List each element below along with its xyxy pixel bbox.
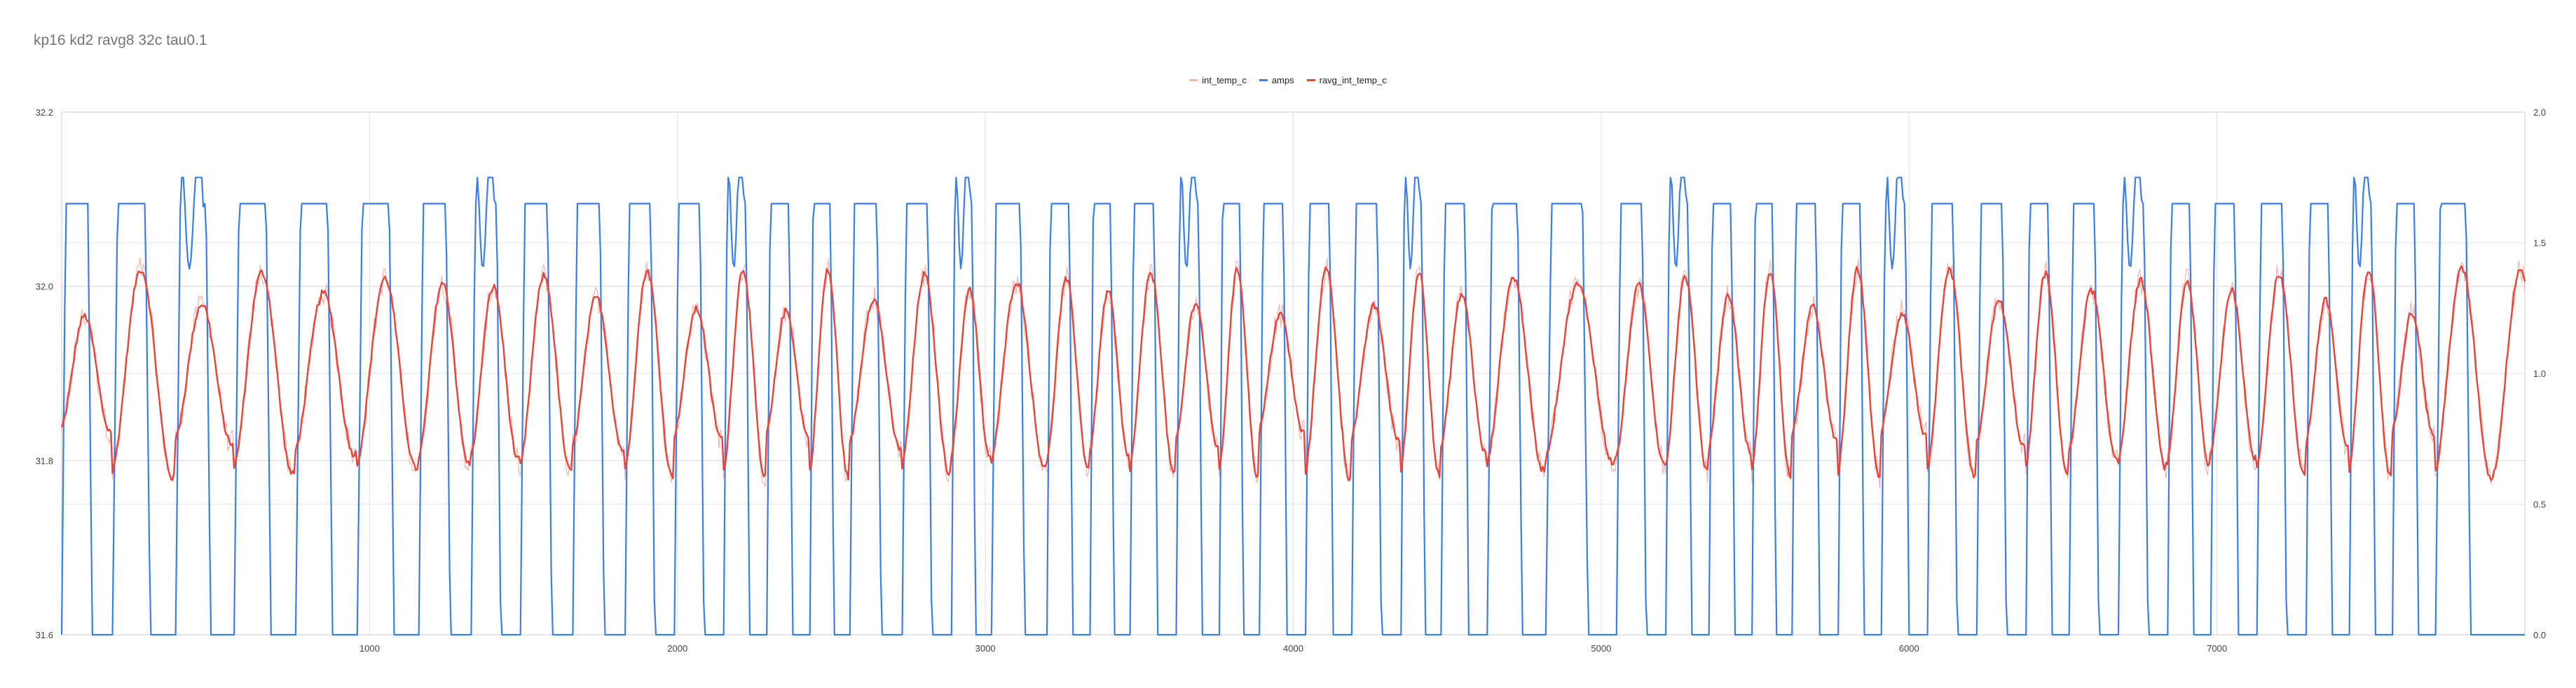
y-right-tick-label: 2.0 (2533, 107, 2546, 118)
chart-title: kp16 kd2 ravg8 32c tau0.1 (34, 32, 207, 48)
x-tick-label: 1000 (359, 643, 380, 654)
legend-label: amps (1271, 75, 1294, 85)
y-right-tick-label: 0.0 (2533, 630, 2546, 640)
y-right-tick-label: 1.0 (2533, 369, 2546, 379)
legend-item-int_temp_c: int_temp_c (1189, 75, 1247, 85)
legend-swatch (1306, 79, 1315, 81)
x-tick-label: 2000 (667, 643, 687, 654)
y-left-tick-label: 31.6 (36, 630, 53, 640)
y-left-tick-label: 31.8 (36, 455, 53, 466)
legend: int_temp_c amps ravg_int_temp_c (0, 73, 2576, 85)
legend-swatch (1259, 79, 1268, 81)
x-tick-label: 7000 (2207, 643, 2227, 654)
x-tick-label: 4000 (1283, 643, 1303, 654)
y-left-tick-label: 32.2 (36, 107, 53, 118)
x-tick-label: 3000 (975, 643, 996, 654)
series-line-amps (60, 177, 2525, 636)
legend-label: ravg_int_temp_c (1319, 75, 1387, 85)
legend-item-ravg_int_temp_c: ravg_int_temp_c (1306, 75, 1387, 85)
x-tick-label: 5000 (1591, 643, 1611, 654)
legend-label: int_temp_c (1202, 75, 1247, 85)
legend-item-amps: amps (1259, 75, 1294, 85)
x-tick-label: 6000 (1899, 643, 1919, 654)
y-right-tick-label: 1.5 (2533, 238, 2546, 249)
series-line-ravg_int_temp_c (60, 265, 2526, 481)
y-right-tick-label: 0.5 (2533, 500, 2546, 510)
legend-swatch (1189, 79, 1198, 81)
y-left-tick-label: 32.0 (36, 282, 53, 292)
